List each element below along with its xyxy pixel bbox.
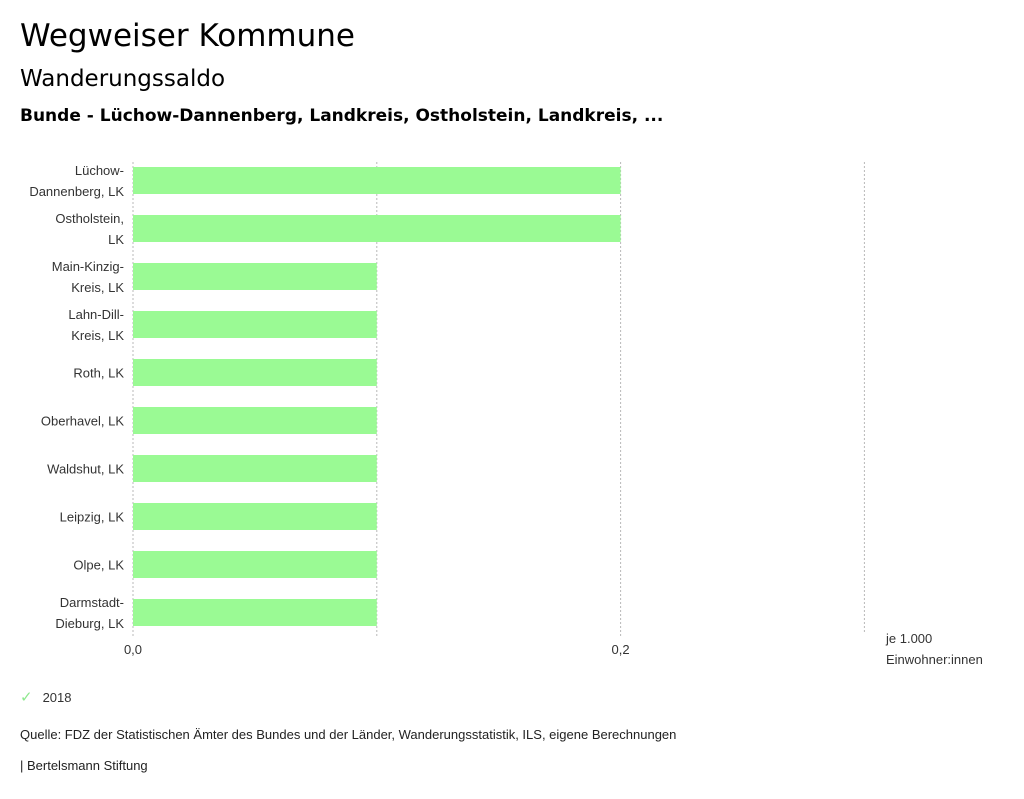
bar[interactable] [133, 503, 377, 530]
check-icon: ✓ [20, 688, 33, 706]
bar[interactable] [133, 167, 621, 194]
bar[interactable] [133, 311, 377, 338]
x-tick-label: 0,2 [612, 642, 630, 657]
unit-label-line: Einwohner:innen [886, 652, 983, 667]
category-label: Main-Kinzig- [52, 259, 124, 274]
category-label: Kreis, LK [71, 280, 124, 295]
bar[interactable] [133, 359, 377, 386]
x-tick-label: 0,0 [124, 642, 142, 657]
chart-subtitle: Wanderungssaldo [20, 66, 226, 92]
legend[interactable]: ✓ 2018 [20, 688, 72, 706]
category-label: LK [108, 232, 124, 247]
bar-chart: Lüchow- Dannenberg, LK Ostholstein, LK Main-… [29, 162, 983, 667]
category-label: Roth, LK [73, 366, 124, 381]
category-label: Darmstadt- [60, 595, 124, 610]
bar[interactable] [133, 215, 621, 242]
page-title: Wegweiser Kommune [20, 18, 355, 54]
bar[interactable] [133, 263, 377, 290]
category-label: Lüchow- [75, 163, 124, 178]
category-label: Kreis, LK [71, 328, 124, 343]
source-note: Quelle: FDZ der Statistischen Ämter des … [20, 727, 677, 742]
category-label: Oberhavel, LK [41, 414, 124, 429]
category-label: Lahn-Dill- [68, 307, 124, 322]
x-tick-labels: 0,0 0,2 [124, 642, 630, 657]
category-label: Dieburg, LK [55, 616, 124, 631]
unit-label-line: je 1.000 [885, 631, 932, 646]
category-label: Leipzig, LK [60, 510, 125, 525]
bar[interactable] [133, 599, 377, 626]
category-label: Ostholstein, [55, 211, 124, 226]
bar[interactable] [133, 551, 377, 578]
brand-note: | Bertelsmann Stiftung [20, 758, 148, 773]
category-label: Olpe, LK [73, 558, 124, 573]
category-label: Waldshut, LK [47, 462, 124, 477]
bars [133, 167, 621, 626]
legend-label: 2018 [42, 689, 72, 705]
category-labels: Lüchow- Dannenberg, LK Ostholstein, LK Main-… [29, 163, 124, 631]
bar[interactable] [133, 455, 377, 482]
region-filter[interactable]: Bunde - Lüchow-Dannenberg, Landkreis, Os… [20, 106, 664, 126]
gridlines [132, 162, 865, 636]
bar[interactable] [133, 407, 377, 434]
category-label: Dannenberg, LK [29, 184, 124, 199]
unit-label: je 1.000 Einwohner:innen [885, 631, 983, 667]
